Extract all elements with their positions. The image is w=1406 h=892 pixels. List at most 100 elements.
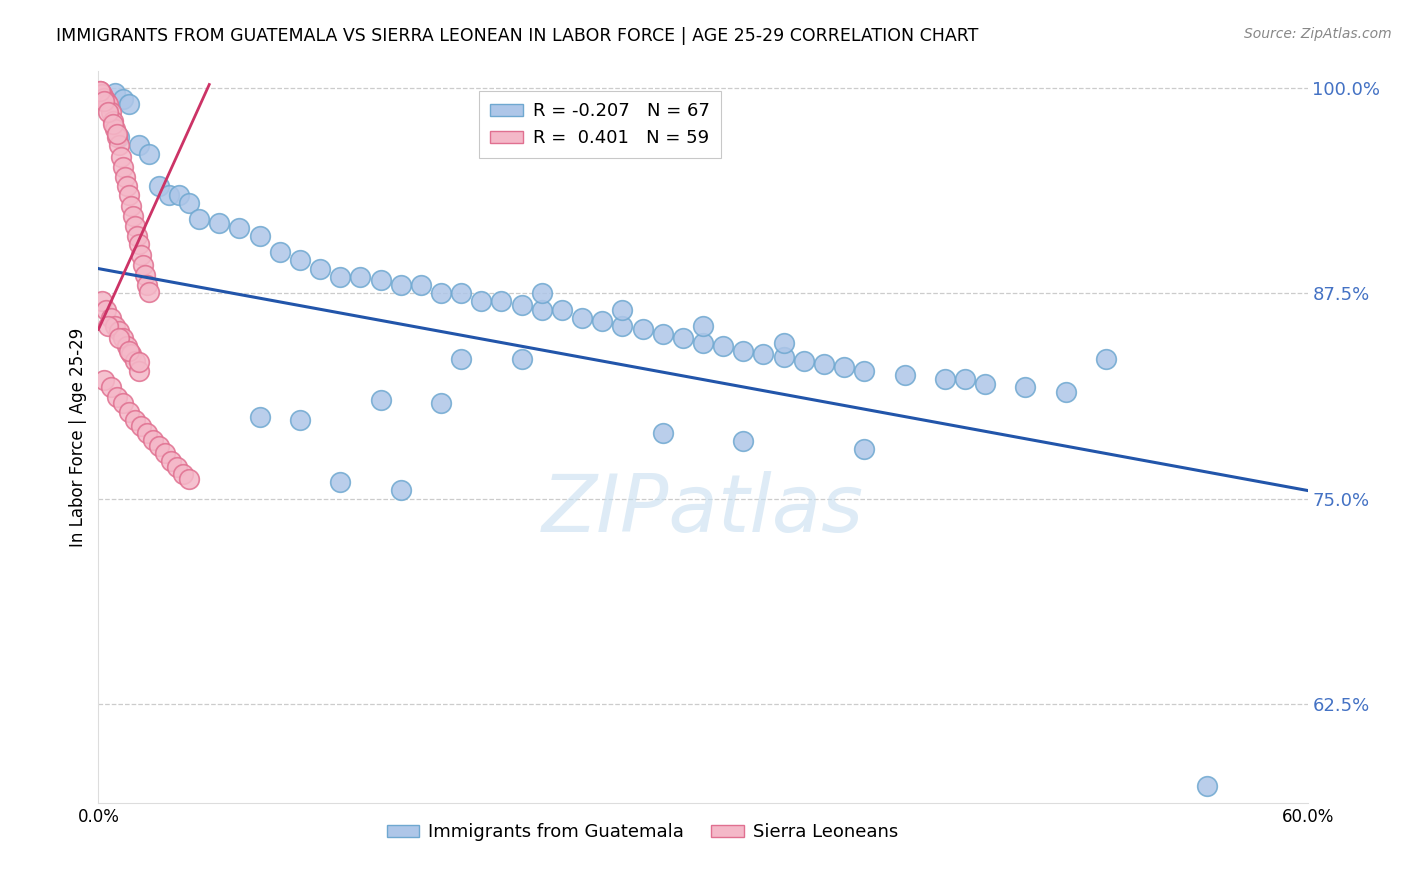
Point (115, 339, 138, 353)
Point (101, 113, 124, 128)
Point (103, 319, 125, 334)
Point (135, 425, 157, 440)
Point (288, 413, 311, 427)
Point (179, 472, 201, 486)
Point (118, 404, 141, 418)
Point (329, 475, 352, 490)
Point (148, 179, 170, 194)
Point (115, 179, 138, 194)
Text: ZIPatlas: ZIPatlas (541, 471, 865, 549)
Point (89, 84, 111, 98)
Point (612, 302, 634, 317)
Point (1095, 351, 1118, 366)
Point (692, 319, 714, 334)
Point (125, 228, 148, 243)
Text: IMMIGRANTS FROM GUATEMALA VS SIERRA LEONEAN IN LABOR FORCE | AGE 25-29 CORRELATI: IMMIGRANTS FROM GUATEMALA VS SIERRA LEON… (56, 27, 979, 45)
Point (93, 373, 115, 387)
Point (793, 353, 815, 368)
Point (138, 285, 160, 299)
Point (430, 286, 453, 301)
Point (1054, 384, 1077, 399)
Point (157, 187, 180, 202)
Point (853, 442, 876, 457)
Point (103, 86, 125, 100)
Point (1014, 380, 1036, 394)
Point (97, 105, 120, 120)
Point (120, 199, 142, 213)
Point (228, 220, 250, 235)
Point (893, 368, 915, 383)
Point (711, 339, 734, 353)
Point (111, 160, 134, 174)
Point (813, 357, 835, 371)
Point (934, 372, 956, 386)
Point (172, 467, 194, 481)
Point (114, 169, 136, 184)
Point (430, 396, 453, 410)
Point (134, 268, 156, 282)
Point (1195, 780, 1218, 794)
Point (100, 310, 122, 325)
Point (121, 209, 143, 223)
Point (129, 419, 152, 434)
Point (772, 351, 794, 365)
Point (91, 87, 114, 102)
Point (309, 261, 332, 276)
Point (135, 278, 157, 293)
Point (124, 219, 146, 233)
Point (160, 454, 183, 468)
Y-axis label: In Labor Force | Age 25-29: In Labor Force | Age 25-29 (69, 327, 87, 547)
Point (129, 248, 152, 262)
Point (118, 97, 141, 112)
Point (107, 138, 129, 153)
Point (142, 433, 165, 447)
Point (167, 187, 190, 202)
Point (853, 363, 876, 377)
Point (349, 269, 371, 284)
Point (96, 302, 118, 317)
Point (329, 269, 352, 284)
Point (288, 253, 311, 268)
Point (409, 278, 432, 293)
Point (692, 335, 714, 350)
Point (179, 195, 201, 210)
Point (389, 483, 412, 498)
Point (249, 409, 271, 424)
Point (651, 425, 673, 440)
Point (107, 130, 129, 145)
Point (105, 127, 128, 141)
Point (389, 278, 412, 293)
Point (188, 212, 211, 227)
Point (96, 94, 118, 108)
Point (491, 294, 513, 309)
Point (530, 286, 553, 301)
Point (832, 360, 855, 375)
Point (118, 343, 141, 358)
Point (450, 286, 472, 301)
Point (105, 390, 128, 404)
Point (107, 331, 129, 345)
Point (752, 347, 775, 361)
Point (153, 446, 176, 460)
Point (128, 355, 150, 369)
Point (111, 396, 134, 410)
Point (101, 117, 124, 131)
Point (631, 322, 654, 336)
Point (128, 236, 150, 251)
Point (672, 331, 695, 345)
Point (269, 245, 291, 260)
Legend: Immigrants from Guatemala, Sierra Leoneans: Immigrants from Guatemala, Sierra Leonea… (380, 816, 905, 848)
Point (470, 294, 492, 309)
Point (118, 187, 141, 202)
Point (148, 439, 170, 453)
Point (93, 94, 115, 108)
Point (97, 319, 120, 334)
Point (772, 335, 794, 350)
Point (132, 258, 155, 272)
Point (111, 331, 134, 345)
Point (107, 324, 129, 338)
Point (249, 228, 271, 243)
Point (571, 310, 593, 325)
Point (100, 105, 122, 120)
Point (370, 393, 392, 408)
